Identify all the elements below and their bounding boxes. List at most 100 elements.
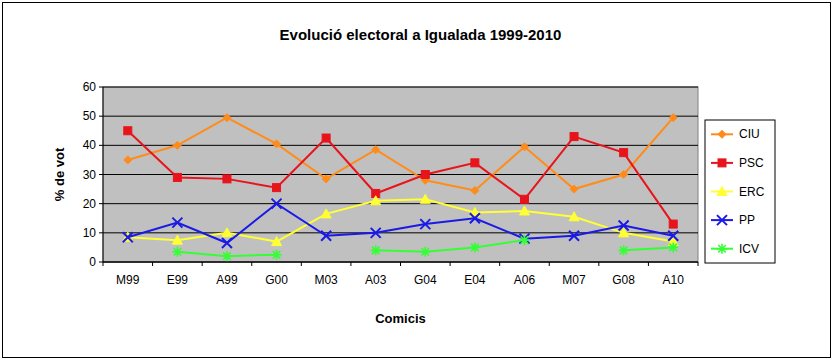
x-tick-sep bbox=[598, 262, 599, 266]
marker bbox=[570, 185, 578, 193]
y-axis-label: % de vot bbox=[52, 147, 67, 201]
grid-line bbox=[103, 116, 698, 117]
marker bbox=[668, 242, 678, 252]
marker bbox=[173, 173, 181, 181]
y-tick-label: 20 bbox=[83, 197, 97, 211]
legend-marker bbox=[718, 130, 726, 138]
marker bbox=[371, 228, 381, 238]
marker bbox=[519, 206, 529, 215]
x-tick-sep bbox=[350, 262, 351, 266]
marker bbox=[172, 235, 182, 244]
marker bbox=[124, 156, 132, 164]
x-tick-sep bbox=[499, 262, 500, 266]
y-tick-label: 60 bbox=[83, 80, 97, 94]
x-tick-label: E99 bbox=[167, 273, 189, 287]
x-tick-label: A03 bbox=[365, 273, 387, 287]
chart-border bbox=[3, 3, 831, 358]
marker bbox=[619, 245, 629, 255]
legend-label: ERC bbox=[739, 185, 765, 199]
x-tick-label: M03 bbox=[314, 273, 338, 287]
x-tick-label: A10 bbox=[663, 273, 685, 287]
plot-marks bbox=[123, 114, 678, 262]
background bbox=[0, 0, 833, 361]
marker bbox=[669, 114, 677, 122]
marker bbox=[223, 114, 231, 122]
x-tick-label: A99 bbox=[216, 273, 238, 287]
y-tick bbox=[99, 262, 103, 263]
marker bbox=[420, 219, 430, 229]
legend-label: ICV bbox=[739, 242, 759, 256]
marker bbox=[322, 175, 330, 183]
marker bbox=[222, 228, 232, 237]
x-tick-sep bbox=[698, 262, 699, 266]
marker bbox=[519, 235, 529, 245]
y-tick bbox=[99, 116, 103, 117]
marker bbox=[273, 184, 281, 192]
marker bbox=[420, 194, 430, 203]
x-tick-sep bbox=[648, 262, 649, 266]
marker bbox=[273, 140, 281, 148]
legend-label: CIU bbox=[739, 127, 760, 141]
x-tick-sep bbox=[301, 262, 302, 266]
marker bbox=[520, 143, 528, 151]
marker bbox=[321, 209, 331, 218]
marker bbox=[620, 171, 628, 179]
marker bbox=[470, 213, 480, 223]
marker bbox=[322, 134, 330, 142]
y-tick bbox=[99, 232, 103, 233]
marker bbox=[570, 133, 578, 141]
x-tick-sep bbox=[202, 262, 203, 266]
series-line bbox=[128, 131, 673, 224]
marker bbox=[124, 127, 132, 135]
grid-line bbox=[103, 87, 698, 88]
legend-marker bbox=[717, 187, 727, 196]
y-tick-label: 30 bbox=[83, 168, 97, 182]
grid-line bbox=[103, 203, 698, 204]
y-axis bbox=[103, 87, 104, 262]
legend-marker bbox=[717, 215, 727, 225]
marker bbox=[620, 149, 628, 157]
grid-line bbox=[103, 145, 698, 146]
y-tick bbox=[99, 203, 103, 204]
legend-label: PSC bbox=[739, 156, 764, 170]
series-line bbox=[128, 204, 673, 243]
marker bbox=[272, 237, 282, 246]
y-tick bbox=[99, 145, 103, 146]
marker bbox=[321, 231, 331, 241]
marker bbox=[371, 196, 381, 205]
marker bbox=[668, 231, 678, 241]
marker bbox=[421, 171, 429, 179]
marker bbox=[272, 250, 282, 260]
x-tick-label: G04 bbox=[414, 273, 437, 287]
x-tick-sep bbox=[251, 262, 252, 266]
y-tick bbox=[99, 87, 103, 88]
marker bbox=[569, 231, 579, 241]
marker bbox=[172, 218, 182, 228]
series-line bbox=[177, 240, 673, 256]
chart: Evolució electoral a Igualada 1999-20100… bbox=[0, 0, 833, 361]
x-tick-sep bbox=[152, 262, 153, 266]
x-tick-label: M07 bbox=[562, 273, 586, 287]
marker bbox=[470, 242, 480, 252]
y-tick bbox=[99, 174, 103, 175]
marker bbox=[471, 187, 479, 195]
x-tick-sep bbox=[400, 262, 401, 266]
marker bbox=[471, 159, 479, 167]
legend-label: PP bbox=[739, 213, 755, 227]
x-tick-sep bbox=[103, 262, 104, 266]
x-tick-label: M99 bbox=[116, 273, 140, 287]
marker bbox=[272, 199, 282, 209]
marker bbox=[520, 195, 528, 203]
y-tick-label: 50 bbox=[83, 109, 97, 123]
plot-area bbox=[103, 87, 698, 262]
x-tick-label: E04 bbox=[464, 273, 486, 287]
grid-line bbox=[103, 232, 698, 233]
series-line bbox=[128, 118, 673, 191]
marker bbox=[669, 220, 677, 228]
x-tick-label: A06 bbox=[514, 273, 536, 287]
marker bbox=[222, 238, 232, 248]
marker bbox=[123, 232, 133, 242]
marker bbox=[173, 141, 181, 149]
marker bbox=[371, 245, 381, 255]
x-tick-label: G00 bbox=[265, 273, 288, 287]
